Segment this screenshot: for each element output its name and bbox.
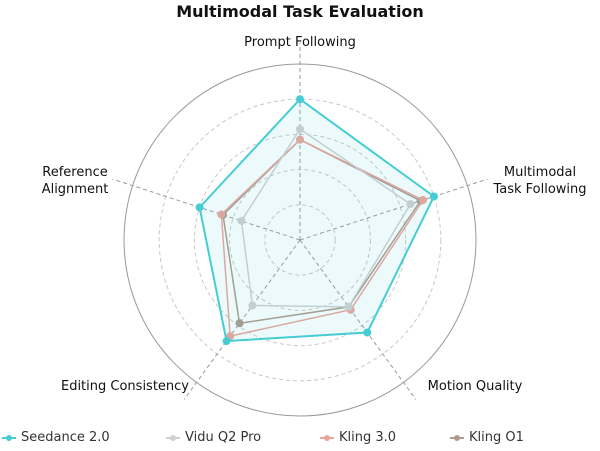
data-point [296,125,304,134]
legend-marker-icon [320,433,334,443]
axis-line [299,178,488,241]
axis-line [112,178,301,241]
data-point [363,328,372,337]
axis-line [299,239,417,400]
series-polygon [240,128,412,308]
legend-seedance[interactable]: Seedance 2.0 [2,430,110,445]
data-point [406,200,415,209]
legend-label: Seedance 2.0 [21,430,110,445]
legend-vidu[interactable]: Vidu Q2 Pro [166,430,261,445]
data-point [344,302,353,311]
grid-ring [158,98,442,382]
axis-label-motion-quality: Motion Quality [427,379,523,394]
axis-label-editing-consistency: Editing Consistency [60,379,189,394]
legend-label: Kling 3.0 [339,430,397,445]
series-polygon [198,97,436,343]
grid-ring [264,204,336,276]
data-point [237,216,246,225]
data-point [296,135,304,144]
chart-title: Multimodal Task Evaluation [176,2,424,21]
series-polygon [220,138,425,338]
data-point [195,203,204,212]
legend-marker-icon [450,433,464,443]
legend-kling-3[interactable]: Kling 3.0 [320,430,396,445]
axis-label-multimodal-task-following: Multimodal Task Following [493,165,587,197]
data-point [217,210,226,219]
axis-line [183,239,301,400]
data-point [296,95,304,104]
axis-label-reference-alignment: Reference Alignment [41,165,109,197]
axis-label-prompt-following: Prompt Following [244,35,356,50]
data-point [235,319,244,328]
data-point [419,196,428,205]
data-point [248,301,257,310]
legend-label: Kling O1 [469,430,524,445]
data-point [222,337,231,346]
legend-marker-icon [2,433,16,443]
data-point [429,192,438,201]
legend-label: Vidu Q2 Pro [185,430,262,445]
legend-kling-o1[interactable]: Kling O1 [450,430,524,445]
legend-marker-icon [166,433,180,443]
series-polygon [222,138,422,325]
